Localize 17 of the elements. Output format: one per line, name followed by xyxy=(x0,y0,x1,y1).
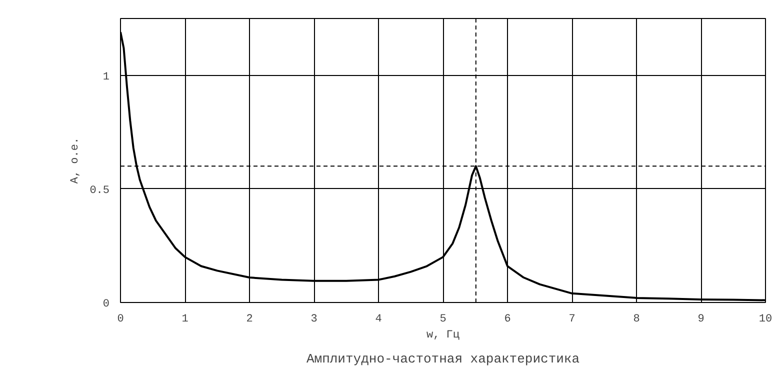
y-tick-label: 0 xyxy=(102,298,110,310)
x-tick-label: 2 xyxy=(246,314,253,326)
x-tick-label: 1 xyxy=(182,314,189,326)
x-tick-label: 3 xyxy=(310,314,318,326)
x-tick-label: 4 xyxy=(375,314,382,326)
x-tick-label: 6 xyxy=(504,314,511,326)
x-tick-label: 7 xyxy=(568,314,576,326)
x-tick-label: 8 xyxy=(633,314,640,326)
x-axis-title: w, Гц xyxy=(426,330,460,342)
y-tick-label: 1 xyxy=(102,71,110,84)
x-tick-label: 9 xyxy=(698,314,704,326)
x-tick-label: 10 xyxy=(758,314,772,326)
text: Амплитудно-частотная характеристика xyxy=(306,352,580,366)
x-tick-label: 0 xyxy=(117,314,124,326)
y-axis-title: A, o.e. xyxy=(70,137,82,184)
x-tick-label: 5 xyxy=(440,314,446,326)
y-tick-label: 0.5 xyxy=(90,184,110,197)
